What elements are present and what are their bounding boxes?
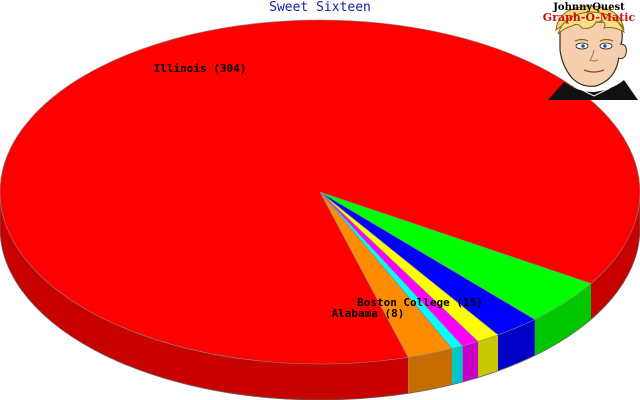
slice-label-alabama: Alabama (8) bbox=[332, 307, 405, 320]
pie-side-outline bbox=[0, 192, 640, 400]
graph-o-matic-logo: JohnnyQuest Graph-O-Matic bbox=[538, 0, 640, 100]
pie-side-slice-4 bbox=[462, 341, 479, 382]
pie-side-illinois bbox=[0, 192, 409, 400]
pie-side-boston-college bbox=[534, 283, 591, 356]
pie-side-slice-3 bbox=[478, 334, 498, 378]
pie-sides bbox=[0, 192, 640, 400]
pie-side-slice-2 bbox=[497, 319, 535, 371]
pie-side-alabama bbox=[408, 348, 453, 394]
pie-side-slice-5 bbox=[452, 345, 463, 385]
pie-top bbox=[0, 19, 640, 365]
pie-side-illinois bbox=[590, 192, 640, 320]
slice-label-boston-college: Boston College (15) bbox=[357, 296, 483, 309]
chart-title: Sweet Sixteen bbox=[269, 0, 371, 15]
logo-character-illustration bbox=[548, 5, 638, 100]
pie-slice-alabama bbox=[319, 191, 453, 358]
slice-label-illinois: Illinois (304) bbox=[154, 62, 247, 75]
logo-line-2: Graph-O-Matic bbox=[542, 11, 636, 24]
pie-labels: Illinois (304) Boston College (15)Alabama… bbox=[154, 62, 483, 320]
logo-line-1: JohnnyQuest bbox=[553, 2, 625, 13]
